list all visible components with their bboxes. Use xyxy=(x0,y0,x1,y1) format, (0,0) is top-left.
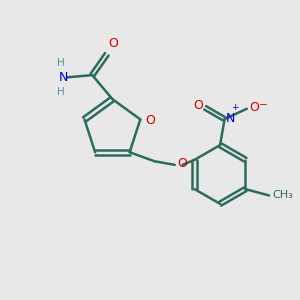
Text: N: N xyxy=(58,71,68,84)
Text: O: O xyxy=(193,99,203,112)
Text: CH₃: CH₃ xyxy=(272,190,293,200)
Text: +: + xyxy=(232,103,239,112)
Text: N: N xyxy=(226,112,235,124)
Text: −: − xyxy=(259,100,267,110)
Text: O: O xyxy=(177,157,187,170)
Text: H: H xyxy=(57,87,65,97)
Text: O: O xyxy=(146,114,156,127)
Text: O: O xyxy=(249,101,259,114)
Text: O: O xyxy=(108,38,118,50)
Text: H: H xyxy=(57,58,65,68)
